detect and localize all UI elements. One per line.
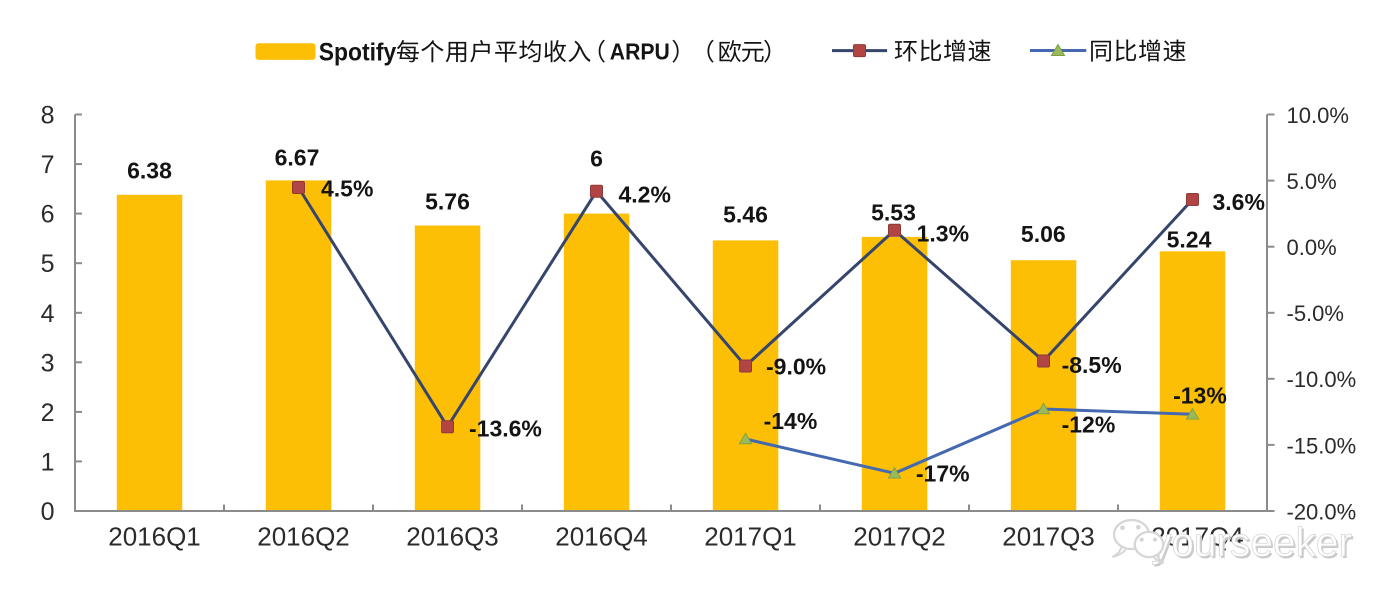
- svg-text:5.76: 5.76: [425, 189, 470, 215]
- svg-text:0: 0: [41, 498, 55, 526]
- svg-text:-9.0%: -9.0%: [766, 353, 826, 379]
- svg-text:6.67: 6.67: [275, 144, 320, 170]
- svg-text:2017Q4: 2017Q4: [1151, 522, 1244, 552]
- svg-text:5.24: 5.24: [1167, 226, 1212, 252]
- svg-text:1.3%: 1.3%: [917, 221, 969, 247]
- svg-text:4.5%: 4.5%: [321, 175, 373, 201]
- svg-text:4.2%: 4.2%: [619, 181, 671, 207]
- svg-text:-17%: -17%: [916, 461, 970, 487]
- svg-text:4: 4: [41, 300, 55, 328]
- svg-text:5.53: 5.53: [871, 199, 916, 225]
- svg-text:8: 8: [41, 102, 55, 130]
- svg-text:-10.0%: -10.0%: [1287, 367, 1357, 392]
- svg-text:yourseeker: yourseeker: [1151, 519, 1352, 565]
- svg-text:2017Q1: 2017Q1: [704, 522, 797, 552]
- svg-text:3: 3: [41, 349, 55, 377]
- svg-text:yourseeker: yourseeker: [1153, 521, 1354, 567]
- svg-text:-13%: -13%: [1173, 382, 1227, 408]
- svg-text:Spotify: Spotify: [319, 38, 397, 66]
- svg-text:6: 6: [590, 145, 603, 171]
- svg-text:2017Q2: 2017Q2: [853, 522, 946, 552]
- svg-text:3.6%: 3.6%: [1213, 189, 1265, 215]
- svg-text:ARPU: ARPU: [610, 39, 670, 65]
- svg-text:2017Q3: 2017Q3: [1002, 522, 1095, 552]
- svg-text:-8.5%: -8.5%: [1062, 352, 1122, 378]
- svg-text:6: 6: [41, 201, 55, 229]
- svg-text:5.46: 5.46: [723, 201, 768, 227]
- svg-text:-5.0%: -5.0%: [1287, 301, 1344, 326]
- svg-text:2: 2: [41, 399, 55, 427]
- svg-text:-13.6%: -13.6%: [469, 415, 542, 441]
- svg-text:2016Q2: 2016Q2: [257, 522, 350, 552]
- svg-text:-12%: -12%: [1062, 411, 1116, 437]
- svg-text:-20.0%: -20.0%: [1287, 499, 1357, 524]
- svg-text:5.0%: 5.0%: [1287, 169, 1337, 194]
- svg-text:2016Q1: 2016Q1: [108, 522, 201, 552]
- svg-text:1: 1: [41, 448, 55, 476]
- svg-text:10.0%: 10.0%: [1287, 103, 1349, 128]
- svg-text:-15.0%: -15.0%: [1287, 433, 1357, 458]
- svg-text:6.38: 6.38: [127, 158, 172, 184]
- svg-text:0.0%: 0.0%: [1287, 235, 1337, 260]
- svg-text:5: 5: [41, 250, 55, 278]
- svg-text:2016Q3: 2016Q3: [406, 522, 499, 552]
- svg-text:5.06: 5.06: [1021, 221, 1066, 247]
- svg-text:-14%: -14%: [764, 408, 818, 434]
- svg-text:2016Q4: 2016Q4: [555, 522, 648, 552]
- svg-text:7: 7: [41, 151, 55, 179]
